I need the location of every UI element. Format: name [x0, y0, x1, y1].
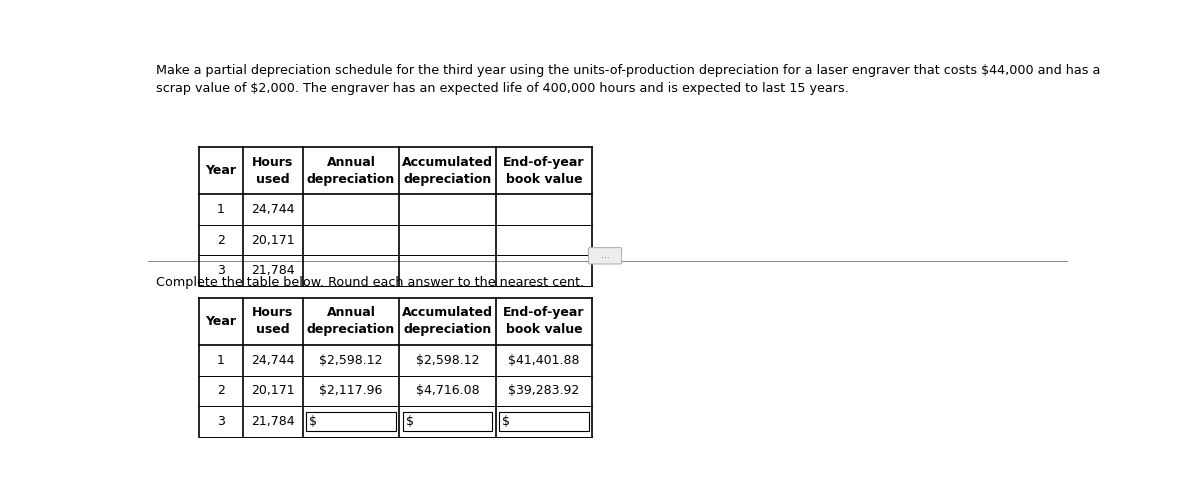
Text: book value: book value	[505, 324, 582, 337]
Text: depreciation: depreciation	[403, 324, 491, 337]
Text: $39,283.92: $39,283.92	[509, 384, 580, 398]
Text: depreciation: depreciation	[403, 173, 491, 186]
Text: Accumulated: Accumulated	[402, 156, 493, 169]
Text: 24,744: 24,744	[251, 203, 294, 216]
Text: $: $	[406, 415, 414, 428]
Text: 3: 3	[217, 415, 225, 428]
Text: $4,716.08: $4,716.08	[415, 384, 479, 398]
Text: 3: 3	[217, 264, 225, 277]
Text: used: used	[256, 173, 289, 186]
FancyBboxPatch shape	[588, 248, 621, 264]
Text: Year: Year	[205, 315, 236, 328]
Text: Hours: Hours	[253, 156, 293, 169]
Text: 1: 1	[217, 354, 225, 367]
Text: $2,598.12: $2,598.12	[415, 354, 479, 367]
Text: 1: 1	[217, 203, 225, 216]
Text: 20,171: 20,171	[251, 384, 294, 398]
Text: End-of-year: End-of-year	[503, 156, 585, 169]
Text: Annual: Annual	[326, 307, 375, 319]
Text: Make a partial depreciation schedule for the third year using the units-of-produ: Make a partial depreciation schedule for…	[155, 64, 1099, 76]
Text: $41,401.88: $41,401.88	[508, 354, 580, 367]
Text: 2: 2	[217, 234, 225, 247]
Text: Complete the table below. Round each answer to the nearest cent.: Complete the table below. Round each ans…	[155, 275, 584, 288]
Text: Hours: Hours	[253, 307, 293, 319]
Text: book value: book value	[505, 173, 582, 186]
Text: Annual: Annual	[326, 156, 375, 169]
Text: $2,598.12: $2,598.12	[319, 354, 383, 367]
Bar	[499, 412, 588, 431]
Text: Accumulated: Accumulated	[402, 307, 493, 319]
Text: used: used	[256, 324, 289, 337]
Text: $: $	[310, 415, 317, 428]
Text: 2: 2	[217, 384, 225, 398]
Text: $: $	[502, 415, 510, 428]
Text: depreciation: depreciation	[307, 173, 395, 186]
Text: scrap value of $2,000. The engraver has an expected life of 400,000 hours and is: scrap value of $2,000. The engraver has …	[155, 82, 848, 95]
Bar	[306, 412, 395, 431]
Text: Year: Year	[205, 164, 236, 177]
Text: depreciation: depreciation	[307, 324, 395, 337]
Text: 21,784: 21,784	[251, 264, 294, 277]
Bar	[403, 412, 492, 431]
Text: 24,744: 24,744	[251, 354, 294, 367]
Text: 21,784: 21,784	[251, 415, 294, 428]
Text: 20,171: 20,171	[251, 234, 294, 247]
Text: ...: ...	[601, 251, 610, 260]
Text: End-of-year: End-of-year	[503, 307, 585, 319]
Text: $2,117.96: $2,117.96	[319, 384, 383, 398]
